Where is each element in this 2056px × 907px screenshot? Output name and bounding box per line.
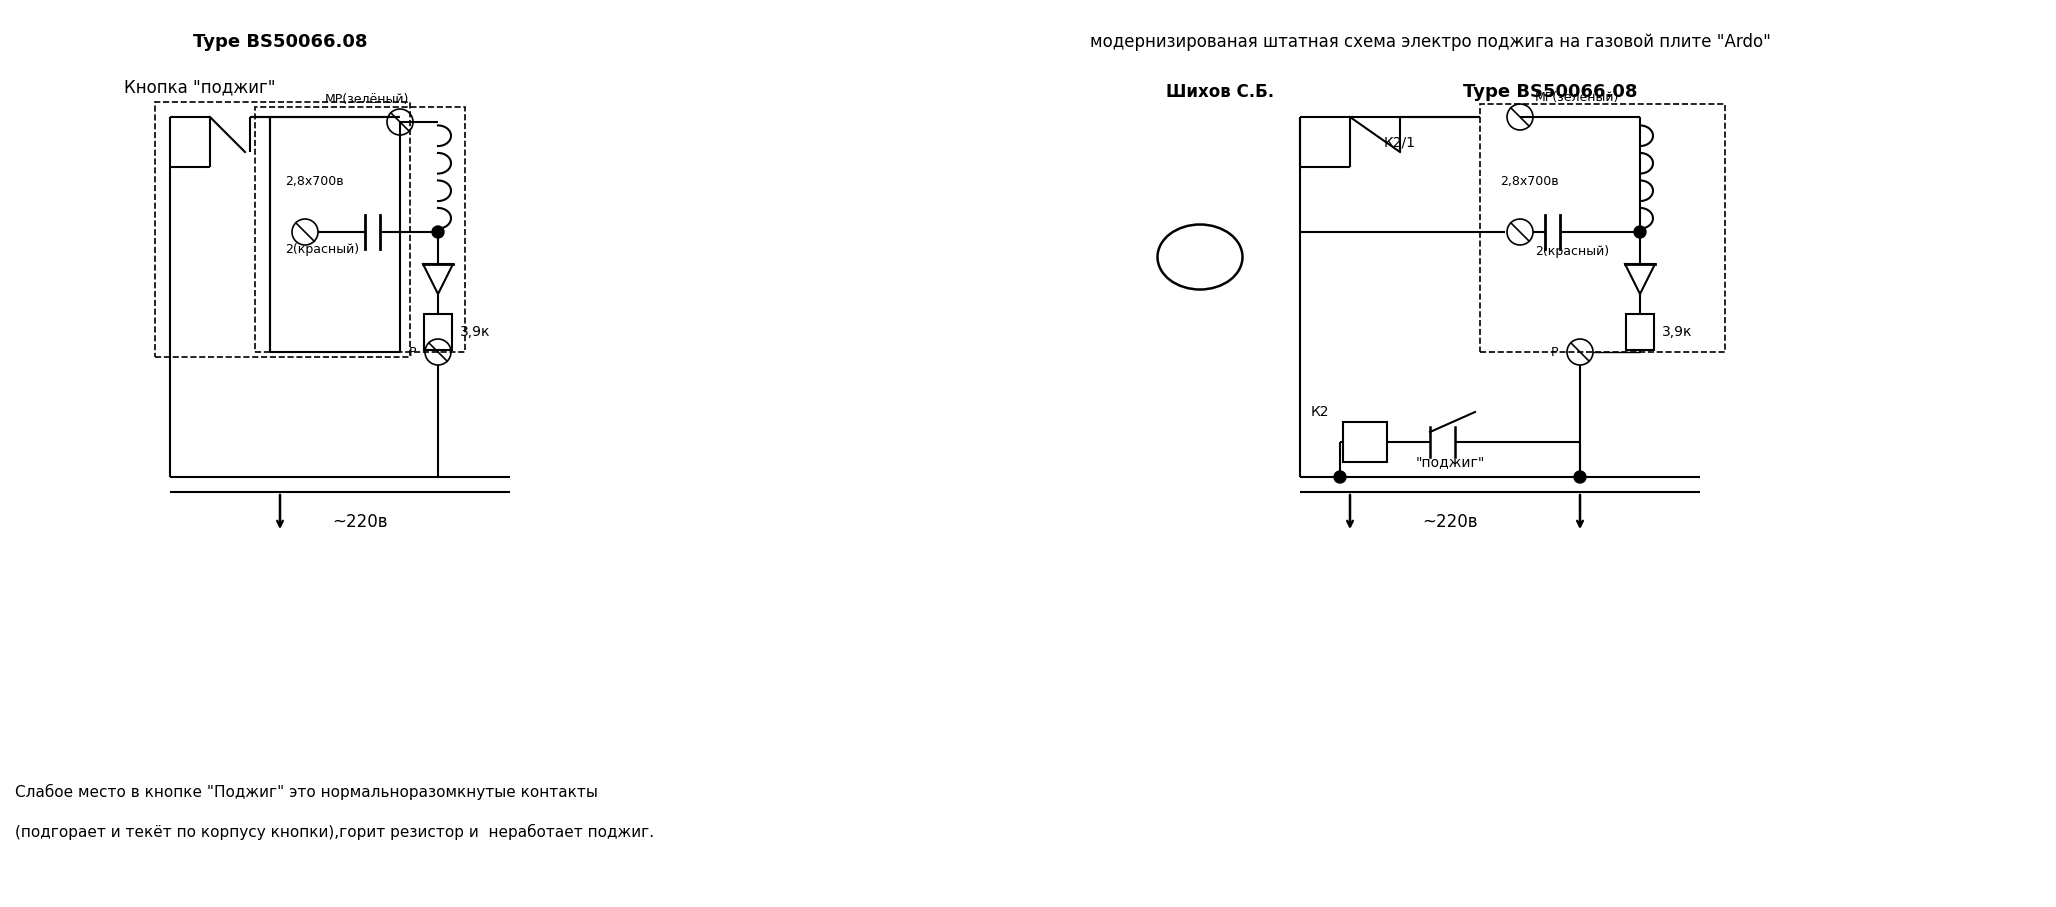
Polygon shape [1624, 264, 1655, 294]
Text: 2(красный): 2(красный) [1536, 246, 1610, 258]
Text: "поджиг": "поджиг" [1415, 455, 1484, 469]
Text: Type BS50066.08: Type BS50066.08 [193, 33, 368, 51]
Text: 2(красный): 2(красный) [286, 242, 360, 256]
Text: Кнопка "поджиг": Кнопка "поджиг" [123, 78, 276, 96]
Bar [1343, 422, 1388, 462]
Polygon shape [424, 264, 452, 294]
Circle shape [1575, 471, 1585, 483]
Text: К2/1: К2/1 [1384, 135, 1417, 149]
Text: Шихов С.Б.: Шихов С.Б. [1166, 83, 1275, 101]
Text: Р: Р [1550, 346, 1558, 358]
Text: 3,9к: 3,9к [461, 325, 491, 339]
Bar [154, 102, 409, 357]
Bar [1480, 104, 1725, 352]
Text: модернизированая штатная схема электро поджига на газовой плите "Ardo": модернизированая штатная схема электро п… [1090, 33, 1770, 51]
Text: ~220в: ~220в [1423, 513, 1478, 531]
Text: МР(зелёный): МР(зелёный) [1536, 91, 1620, 103]
Ellipse shape [1158, 225, 1242, 289]
Text: Type BS50066.08: Type BS50066.08 [1462, 83, 1637, 101]
Text: M: M [1190, 248, 1209, 267]
Text: 2,8х700в: 2,8х700в [1501, 175, 1558, 189]
Text: МР(зелёный): МР(зелёный) [325, 93, 409, 105]
Text: 2,8х700в: 2,8х700в [286, 175, 343, 189]
Text: 3,9к: 3,9к [1661, 325, 1692, 339]
Text: (подгорает и текёт по корпусу кнопки),горит резистор и  неработает поджиг.: (подгорает и текёт по корпусу кнопки),го… [14, 824, 654, 840]
Text: ~220в: ~220в [333, 513, 389, 531]
Circle shape [1635, 226, 1647, 238]
Bar [424, 314, 452, 350]
Circle shape [432, 226, 444, 238]
Text: Слабое место в кнопке "Поджиг" это нормальноразомкнутые контакты: Слабое место в кнопке "Поджиг" это норма… [14, 784, 598, 800]
Bar [1626, 314, 1653, 350]
Bar [255, 107, 465, 352]
Text: К2: К2 [1312, 405, 1330, 419]
Text: Р: Р [409, 346, 415, 358]
Circle shape [1334, 471, 1347, 483]
